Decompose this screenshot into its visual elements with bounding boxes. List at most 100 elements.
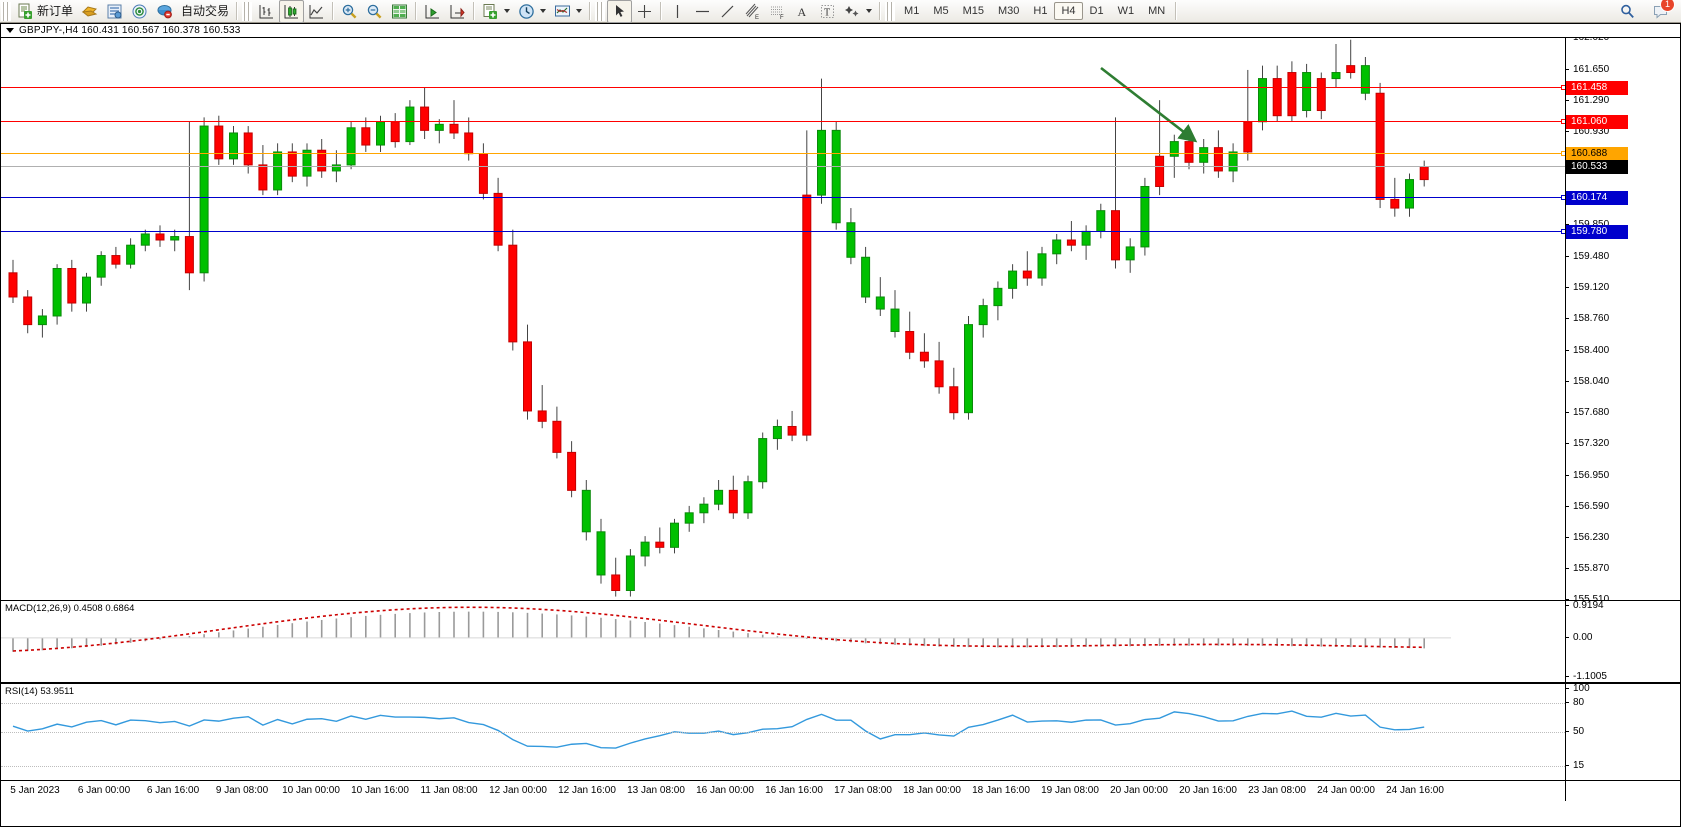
period-button[interactable] [514,0,550,23]
time-tick: 6 Jan 16:00 [146,785,200,796]
svg-text:A: A [798,5,807,19]
price-tick: 156.230 [1564,532,1609,543]
level-line-resistance[interactable] [1,118,1565,124]
templates-button[interactable] [550,0,586,23]
rsi-plot-area[interactable] [1,684,1565,780]
chart-toolbar-grip[interactable] [242,1,253,21]
line-chart-button[interactable] [304,0,329,23]
objects-button[interactable] [840,0,876,23]
time-tick: 18 Jan 16:00 [972,785,1030,796]
price-badge-blue[interactable]: 159.780 [1566,225,1628,240]
price-tick: 155.870 [1564,563,1609,574]
objects-toolbar-grip[interactable] [595,1,606,21]
timeframe-m5[interactable]: M5 [933,5,949,17]
price-tick: 158.760 [1564,314,1609,324]
terminal-button[interactable] [152,0,177,23]
timeframe-w1[interactable]: W1 [1117,5,1135,17]
text-object-button[interactable]: T [815,0,840,23]
rsi-tick: 15 [1564,760,1584,771]
profiles-button[interactable] [77,0,102,23]
chart-menu-chevron-down-icon[interactable] [6,28,14,33]
price-tick: 158.400 [1564,345,1609,356]
rsi-level-line [1,703,1565,705]
auto-trading-button[interactable]: 自动交易 [177,0,233,23]
timeframe-mn[interactable]: MN [1148,5,1166,17]
crosshair-button[interactable] [632,0,657,23]
level-handle[interactable] [1561,118,1565,124]
timeframe-h4[interactable]: H4 [1054,2,1083,20]
notification-button[interactable]: 1 [1648,0,1675,23]
trendline-button[interactable] [715,0,740,23]
toolbar-grip[interactable] [1,1,11,21]
level-line-support[interactable] [1,195,1565,201]
fibonacci-button[interactable]: F [765,0,790,23]
timeframe-m1[interactable]: M1 [904,5,920,17]
timeframe-d1[interactable]: D1 [1089,5,1104,17]
vertical-line-button[interactable] [665,0,690,23]
price-tick: 159.120 [1564,283,1609,293]
toolbar-separator-7 [879,2,882,20]
data-window-button[interactable] [387,0,412,23]
market-watch-button[interactable] [102,0,127,23]
level-handle[interactable] [1561,229,1565,235]
candlestick-chart-button[interactable] [279,0,305,23]
cursor-button[interactable] [607,0,633,23]
indicators-chevron-down-icon[interactable] [504,9,511,13]
price-pane[interactable]: 162.020 161.650 161.290 160.930 159.480 159.1… [1,38,1680,601]
price-badge-red[interactable]: 161.458 [1566,80,1628,95]
time-tick: 24 Jan 16:00 [1386,785,1444,796]
level-handle[interactable] [1561,195,1565,201]
auto-scroll-icon [425,4,440,18]
level-line-current-price[interactable] [1,166,1565,168]
price-badge-red[interactable]: 161.060 [1566,114,1628,129]
text-label-icon: A [798,5,807,19]
navigator-button[interactable] [127,0,152,23]
period-chevron-down-icon[interactable] [540,9,547,13]
macd-plot-area[interactable] [1,601,1565,682]
svg-text:T: T [824,7,830,18]
timeframe-toolbar-grip[interactable] [885,1,896,21]
price-badge-blue[interactable]: 160.174 [1566,191,1628,206]
time-tick: 16 Jan 00:00 [696,785,754,796]
templates-chevron-down-icon[interactable] [576,9,583,13]
text-label-button[interactable]: A [790,0,815,23]
timeframe-m30[interactable]: M30 [998,5,1020,17]
search-button[interactable] [1615,0,1640,23]
price-tick: 158.040 [1564,376,1609,387]
time-tick: 20 Jan 16:00 [1179,785,1237,796]
rsi-tick: 100 [1565,684,1590,694]
level-line-pivot[interactable] [1,150,1565,156]
macd-pane[interactable]: MACD(12,26,9) 0.4508 0.6864 0.9194 0.00 -1… [1,601,1680,684]
zoom-out-button[interactable] [362,0,387,23]
price-scale[interactable]: 162.020 161.650 161.290 160.930 159.480 159.1… [1564,38,1680,600]
time-tick: 18 Jan 00:00 [903,785,961,796]
timeframe-m15[interactable]: M15 [962,5,984,17]
auto-scroll-button[interactable] [420,0,445,23]
main-toolbar: 新订单 自动交易 [0,0,1681,23]
new-order-icon [18,3,32,19]
level-handle[interactable] [1561,84,1565,90]
time-tick: 19 Jan 08:00 [1041,785,1099,796]
objects-chevron-down-icon[interactable] [866,9,873,13]
new-order-button[interactable]: 新订单 [13,0,77,23]
bar-chart-button[interactable] [254,0,279,23]
price-tick: 159.480 [1564,252,1609,262]
rsi-pane[interactable]: RSI(14) 53.9511 100 80 50 15 [1,684,1680,781]
svg-text:F: F [780,15,784,20]
svg-text:E: E [755,15,759,20]
price-plot-area[interactable] [1,38,1565,600]
price-badge-black[interactable]: 160.533 [1566,160,1628,175]
horizontal-line-button[interactable] [690,0,715,23]
level-line-resistance[interactable] [1,84,1565,90]
chart-shift-button[interactable] [445,0,470,23]
level-line-support[interactable] [1,229,1565,235]
time-tick: 17 Jan 08:00 [834,785,892,796]
toolbar-separator-5 [589,2,592,20]
zoom-in-button[interactable] [337,0,362,23]
price-badge-orange[interactable]: 160.688 [1566,146,1628,161]
timeframe-h1[interactable]: H1 [1033,5,1048,17]
indicators-button[interactable] [478,0,514,23]
equidistant-channel-button[interactable]: E [740,0,765,23]
level-handle[interactable] [1561,150,1565,156]
auto-trading-label: 自动交易 [181,4,230,18]
